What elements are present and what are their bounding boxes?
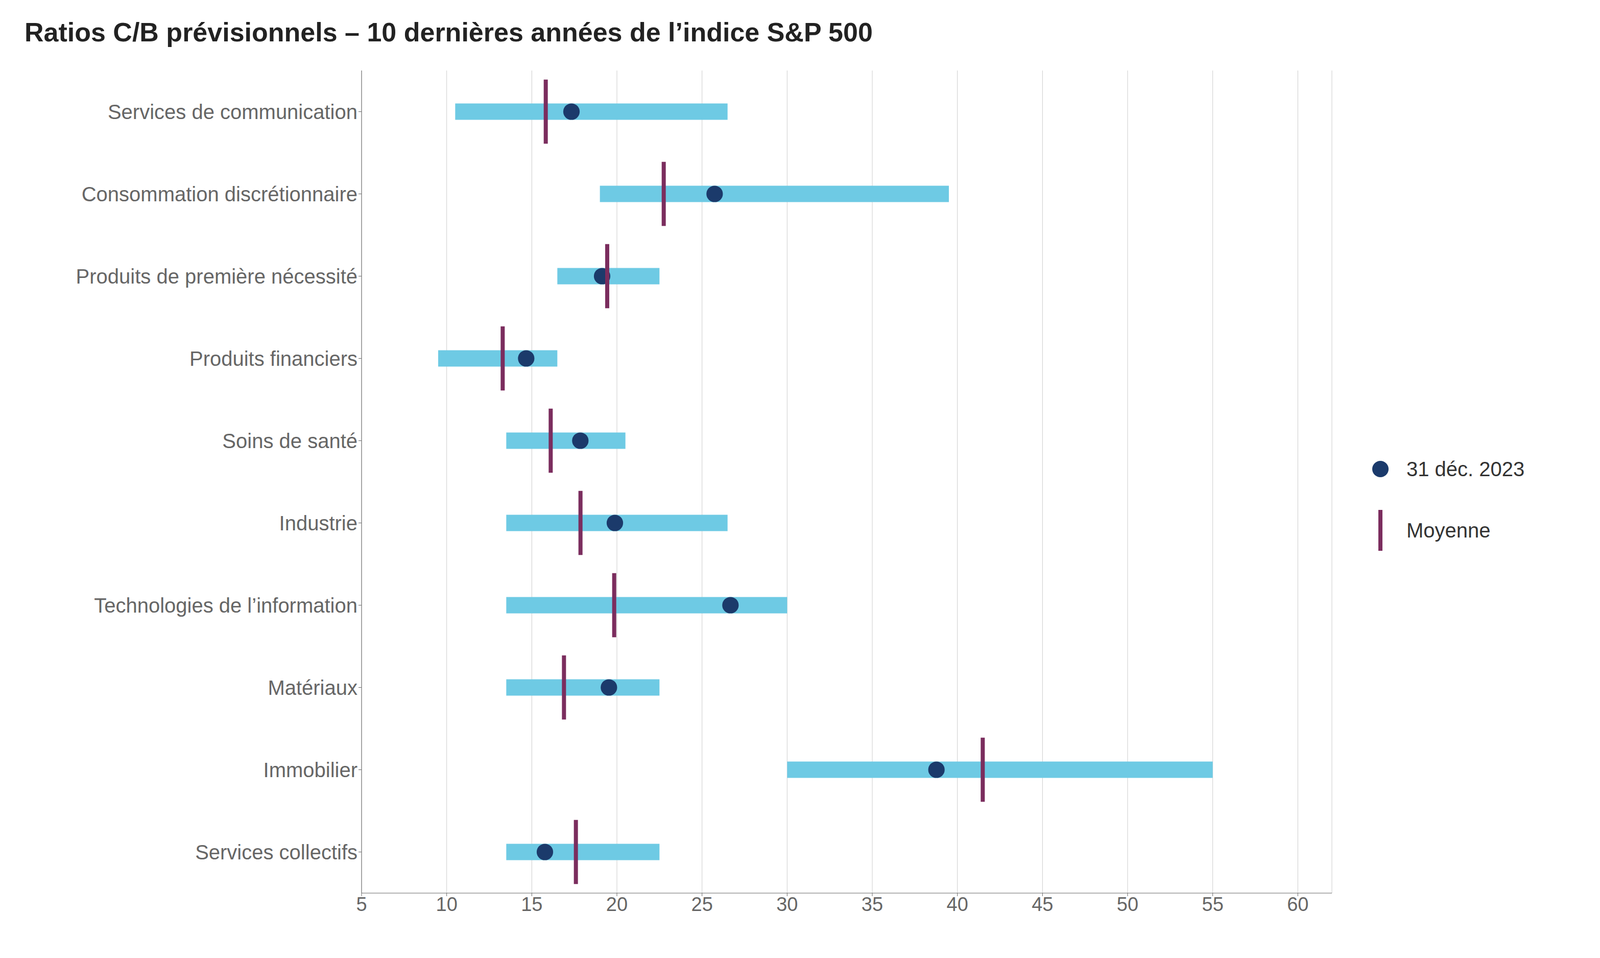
svg-text:25: 25 bbox=[691, 893, 713, 915]
svg-text:5: 5 bbox=[355, 893, 367, 915]
svg-text:20: 20 bbox=[606, 893, 628, 915]
html-text:31 déc. 2023: 31 déc. 2023 bbox=[1406, 457, 1525, 480]
svg-text:40: 40 bbox=[946, 893, 969, 915]
svg-text:55: 55 bbox=[1202, 893, 1224, 915]
svg-text:Services collectifs: Services collectifs bbox=[195, 840, 358, 864]
svg-text:50: 50 bbox=[1116, 893, 1139, 915]
svg-text:30: 30 bbox=[776, 893, 798, 915]
html-text:Ratios C/B prévisionnels – 10: Ratios C/B prévisionnels – 10 dernières … bbox=[24, 17, 873, 47]
svg-text:45: 45 bbox=[1031, 893, 1054, 915]
svg-text:Industrie: Industrie bbox=[279, 511, 358, 535]
svg-text:Technologies de l’information: Technologies de l’information bbox=[93, 593, 358, 617]
svg-text:60: 60 bbox=[1286, 893, 1309, 915]
svg-text:10: 10 bbox=[436, 893, 458, 915]
html-text:Moyenne: Moyenne bbox=[1406, 518, 1491, 542]
svg-text:Produits de première nécessité: Produits de première nécessité bbox=[76, 265, 358, 288]
svg-text:Immobilier: Immobilier bbox=[263, 758, 358, 781]
svg-text:15: 15 bbox=[520, 893, 543, 915]
svg-text:Produits financiers: Produits financiers bbox=[189, 347, 358, 370]
svg-text:35: 35 bbox=[861, 893, 883, 915]
svg-text:Matériaux: Matériaux bbox=[267, 676, 358, 699]
svg-text:Consommation discrétionnaire: Consommation discrétionnaire bbox=[81, 182, 358, 206]
svg-text:Soins de santé: Soins de santé bbox=[222, 429, 358, 452]
svg-text:Services de communication: Services de communication bbox=[107, 100, 358, 124]
